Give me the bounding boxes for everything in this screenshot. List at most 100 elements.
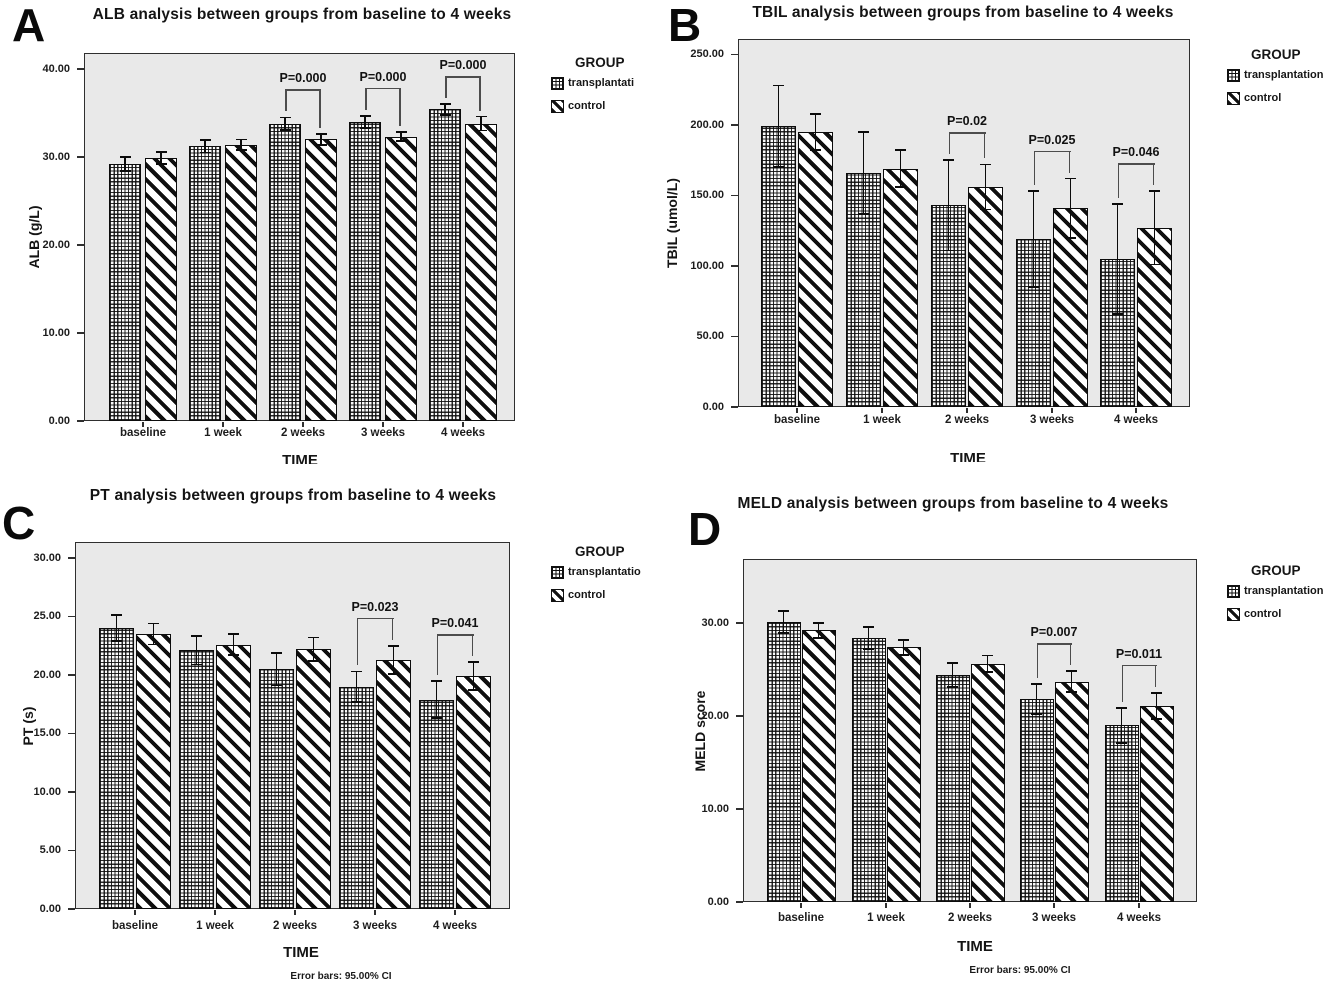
y-tick bbox=[68, 849, 75, 852]
error-bar-stem bbox=[435, 680, 438, 719]
error-bar-cap-bottom bbox=[359, 127, 371, 129]
y-tick bbox=[68, 674, 75, 676]
y-tick-label: 0.00 bbox=[707, 895, 729, 908]
x-tick bbox=[1138, 903, 1140, 908]
bar-control-baseline bbox=[145, 157, 177, 421]
error-bar-cap-top bbox=[947, 662, 958, 664]
x-tick bbox=[374, 910, 376, 915]
x-axis-title: TIME bbox=[957, 938, 993, 955]
x-tick bbox=[1135, 408, 1137, 413]
x-tick-label-3-weeks: 3 weeks bbox=[1031, 912, 1077, 924]
legend-swatch-grid-icon bbox=[1227, 69, 1240, 82]
significance-bracket-leg bbox=[285, 89, 287, 112]
error-bar-stem bbox=[320, 134, 322, 145]
x-tick-label-4-weeks: 4 weeks bbox=[440, 427, 486, 439]
significance-bracket-leg bbox=[319, 89, 321, 129]
y-tick-label: 20.00 bbox=[42, 238, 70, 251]
error-bar-cap-bottom bbox=[431, 717, 442, 720]
error-bar-cap-top bbox=[439, 103, 451, 106]
bar-transplantation-4-weeks bbox=[419, 699, 454, 909]
bar-control-1-week bbox=[883, 168, 918, 407]
y-tick-label: 20.00 bbox=[701, 709, 729, 722]
significance-bracket bbox=[1121, 664, 1157, 667]
x-axis-title-wrap: TIME bbox=[930, 938, 1020, 956]
error-bar-cap-top bbox=[119, 156, 131, 158]
error-bar-stem bbox=[1116, 203, 1119, 314]
error-bar-cap-top bbox=[315, 133, 327, 136]
legend-swatch-diagonal-icon bbox=[551, 100, 564, 113]
legend-item-control: control bbox=[568, 589, 606, 601]
y-axis-title-d: MELD score bbox=[692, 690, 708, 771]
y-tick-label: 5.00 bbox=[39, 844, 61, 856]
p-value-label: P=0.000 bbox=[359, 69, 407, 84]
error-bar-cap-top bbox=[858, 131, 869, 133]
y-tick-label: 15.00 bbox=[33, 727, 61, 739]
x-tick bbox=[382, 422, 384, 427]
legend-item-transplantatio: transplantatio bbox=[568, 566, 641, 578]
significance-bracket-leg bbox=[445, 76, 447, 99]
x-tick bbox=[302, 422, 304, 427]
error-bar-stem bbox=[1070, 671, 1073, 692]
error-bar-cap-bottom bbox=[943, 249, 954, 252]
error-bar-cap-top bbox=[898, 638, 909, 641]
error-bar-stem bbox=[1035, 684, 1038, 715]
error-bar-cap-bottom bbox=[148, 643, 159, 646]
error-bar-stem bbox=[480, 116, 482, 131]
error-bar-cap-top bbox=[863, 625, 874, 628]
error-bar-stem bbox=[240, 139, 242, 150]
y-tick-label: 200.00 bbox=[690, 118, 724, 131]
x-tick bbox=[222, 422, 224, 427]
significance-bracket-leg bbox=[436, 634, 439, 675]
y-tick-label: 40.00 bbox=[42, 62, 70, 75]
significance-bracket-leg bbox=[1152, 163, 1155, 186]
error-bar-cap-top bbox=[778, 610, 789, 612]
error-bar-stem bbox=[902, 639, 905, 655]
panel-letter-b: B bbox=[668, 0, 702, 51]
bar-control-3-weeks bbox=[385, 136, 417, 421]
y-tick bbox=[77, 244, 84, 246]
panel-letter-c: C bbox=[2, 497, 36, 549]
error-bar-cap-bottom bbox=[1031, 713, 1042, 716]
error-bar-stem bbox=[355, 671, 358, 702]
error-bar-cap-top bbox=[308, 636, 319, 639]
error-bar-stem bbox=[472, 662, 475, 691]
error-bar-stem bbox=[1155, 692, 1158, 719]
x-tick bbox=[294, 910, 296, 915]
chart-title-a: ALB analysis between groups from baselin… bbox=[92, 6, 512, 23]
error-bar-cap-bottom bbox=[1065, 236, 1076, 239]
error-bar-cap-bottom bbox=[1028, 286, 1039, 289]
error-bar-stem bbox=[152, 623, 155, 645]
significance-bracket-leg bbox=[479, 76, 481, 111]
bar-transplantation-4-weeks bbox=[1104, 725, 1139, 902]
error-bars-note: Error bars: 95.00% CI bbox=[969, 965, 1071, 976]
significance-bracket-leg bbox=[1121, 664, 1124, 702]
significance-bracket bbox=[445, 76, 481, 78]
bar-transplantation-3-weeks bbox=[339, 686, 374, 909]
x-tick-label-baseline: baseline bbox=[111, 920, 159, 932]
bar-control-2-weeks bbox=[968, 187, 1003, 407]
error-bar-cap-bottom bbox=[773, 166, 784, 169]
bar-transplantation-2-weeks bbox=[259, 669, 294, 909]
error-bar-stem bbox=[1120, 707, 1123, 743]
error-bar-cap-bottom bbox=[778, 632, 789, 635]
significance-bracket-leg bbox=[1033, 150, 1036, 186]
y-tick-label: 10.00 bbox=[42, 326, 70, 339]
error-bar-cap-bottom bbox=[947, 686, 958, 689]
bar-control-3-weeks bbox=[1054, 681, 1089, 902]
x-tick-label-baseline: baseline bbox=[119, 427, 167, 439]
y-tick bbox=[68, 908, 75, 910]
error-bar-cap-top bbox=[1151, 691, 1162, 694]
x-tick-label-1-week: 1 week bbox=[863, 414, 901, 426]
y-tick bbox=[731, 406, 738, 408]
significance-bracket-leg bbox=[1069, 643, 1072, 666]
bar-transplantation-baseline bbox=[761, 126, 796, 407]
error-bar-cap-bottom bbox=[1066, 690, 1077, 693]
error-bar-cap-bottom bbox=[119, 170, 131, 172]
error-bar-cap-bottom bbox=[439, 113, 451, 116]
x-tick bbox=[142, 422, 144, 427]
error-bar-stem bbox=[275, 652, 278, 686]
significance-bracket bbox=[948, 132, 986, 134]
error-bar-cap-bottom bbox=[235, 149, 247, 151]
bar-control-baseline bbox=[798, 132, 833, 407]
significance-bracket bbox=[1036, 643, 1072, 645]
